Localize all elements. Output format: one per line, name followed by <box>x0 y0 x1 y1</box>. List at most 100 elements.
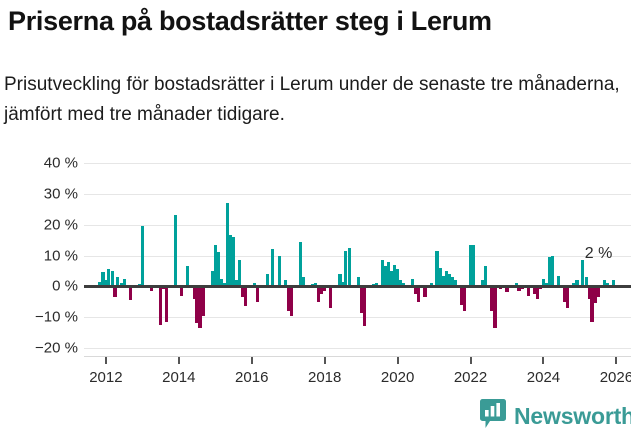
zero-axis-line <box>84 284 631 288</box>
page-subtitle: Prisutveckling för bostadsrätter i Lerum… <box>4 74 620 125</box>
bar <box>605 283 609 287</box>
bar <box>584 277 588 287</box>
bar <box>359 286 363 313</box>
bar <box>535 286 539 299</box>
bar <box>441 275 445 287</box>
bar <box>210 270 214 287</box>
gridline <box>84 255 631 257</box>
bar <box>165 286 169 322</box>
bar <box>238 260 242 287</box>
bar <box>593 286 597 304</box>
bar <box>216 252 220 287</box>
bar <box>581 260 585 287</box>
bar <box>98 281 102 287</box>
bar <box>110 270 114 287</box>
bar <box>532 286 536 295</box>
bar <box>116 277 120 287</box>
bar <box>344 250 348 287</box>
bar <box>402 283 406 287</box>
x-tick-label: 2012 <box>89 369 123 386</box>
bar <box>611 280 616 287</box>
y-tick-label: −10 % <box>35 308 78 326</box>
bar-chart: 40 % 30 % 20 % 10 % 0 % −10 % −20 % 2012 2014 20… <box>0 150 631 395</box>
bar <box>243 286 248 307</box>
x-tick <box>250 357 253 364</box>
x-tick <box>323 357 326 364</box>
bar <box>435 250 439 287</box>
bar <box>286 286 290 311</box>
bar <box>119 283 123 287</box>
bar <box>566 286 570 308</box>
gridline <box>84 224 631 226</box>
bar <box>192 286 196 299</box>
bar <box>575 280 579 287</box>
bar <box>493 286 497 328</box>
bar <box>159 286 163 325</box>
bar <box>374 283 378 287</box>
bar <box>517 286 521 291</box>
bar <box>301 277 306 287</box>
bar <box>271 249 275 287</box>
bar <box>393 264 397 287</box>
bar <box>219 278 224 287</box>
bar <box>544 283 548 287</box>
bar <box>499 286 503 290</box>
bar <box>356 277 360 287</box>
bar <box>180 286 184 296</box>
bar <box>113 286 117 298</box>
x-tick-label: 2016 <box>235 369 269 386</box>
bar <box>384 266 388 287</box>
bar-chart-speech-bubble-icon <box>480 398 506 434</box>
x-tick-label: 2026 <box>599 369 631 386</box>
bar <box>429 283 433 287</box>
brand-name: Newsworthy <box>514 402 631 429</box>
bar <box>362 286 366 327</box>
bar <box>438 267 442 287</box>
y-tick-label: 40 % <box>43 154 78 172</box>
bar <box>462 286 466 311</box>
last-value-annotation: 2 % <box>584 244 613 262</box>
bar <box>484 266 488 287</box>
bar <box>398 280 403 287</box>
bar <box>447 274 451 287</box>
bar <box>186 266 190 287</box>
bar <box>231 237 236 287</box>
bar <box>541 278 546 287</box>
bar <box>329 286 333 308</box>
page-title: Priserna på bostadsrätter steg i Lerum <box>8 6 492 36</box>
bar <box>283 280 287 287</box>
bar <box>505 286 509 293</box>
bar <box>423 286 427 298</box>
bar <box>471 244 475 287</box>
x-tick <box>104 357 107 364</box>
x-tick-label: 2020 <box>380 369 415 386</box>
bar <box>107 269 111 287</box>
bar <box>104 280 108 287</box>
bar <box>596 286 600 298</box>
bar <box>229 235 233 287</box>
bar <box>572 283 576 287</box>
y-tick-label: 0 % <box>52 277 78 295</box>
y-tick-label: −20 % <box>35 339 78 357</box>
bar <box>201 286 205 316</box>
bar <box>514 283 518 287</box>
bar <box>459 286 463 305</box>
bar <box>265 274 269 287</box>
bar <box>414 286 418 295</box>
bar <box>587 286 591 299</box>
bar <box>341 281 345 287</box>
bar <box>128 286 132 301</box>
gridline <box>84 163 631 164</box>
bar <box>548 257 552 287</box>
bar <box>277 255 281 287</box>
bar <box>411 278 415 287</box>
gridline <box>84 193 631 195</box>
bar <box>253 283 257 287</box>
bar <box>557 275 561 287</box>
bar <box>389 270 393 287</box>
bar <box>602 280 606 287</box>
bar <box>195 286 199 324</box>
x-axis-line <box>84 356 631 357</box>
bar <box>396 269 400 287</box>
bar <box>222 283 226 287</box>
